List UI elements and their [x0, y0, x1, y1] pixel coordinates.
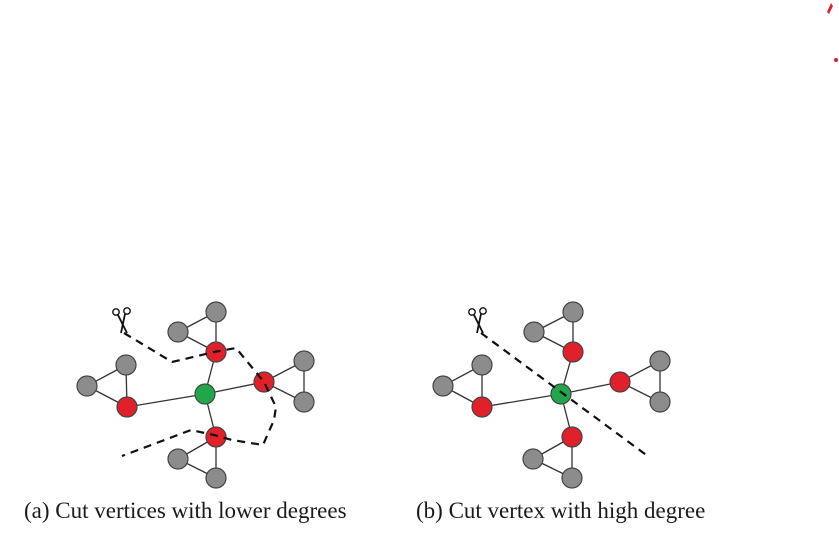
panel-b-cut-path	[480, 332, 650, 458]
caption-a: (a) Cut vertices with lower degrees	[24, 498, 347, 523]
panel-b-node-right-top	[649, 350, 671, 372]
panel-a-node-center-green	[194, 383, 216, 405]
panel-b-node-right-red	[609, 371, 631, 393]
panel-a-node-right-top	[293, 350, 315, 372]
panel-b-node-top-left	[523, 321, 545, 343]
caption-b: (b) Cut vertex with high degree	[416, 498, 706, 523]
panel-b	[432, 301, 671, 489]
panel-b-node-left-top	[471, 354, 493, 376]
panel-a-node-top-left	[167, 321, 189, 343]
panel-a-node-bottom-red	[205, 426, 227, 448]
panel-b-node-top-top	[562, 301, 584, 323]
red-artifact-dot	[834, 58, 838, 62]
panel-a-node-top-top	[205, 301, 227, 323]
panel-a-node-left-left	[76, 375, 98, 397]
panel-b-node-bottom-bottom	[561, 467, 583, 489]
panel-a-node-left-red	[116, 396, 138, 418]
panel-b-node-left-red	[471, 396, 493, 418]
panel-b-node-bottom-left	[522, 448, 544, 470]
panel-a-node-bottom-left	[167, 448, 189, 470]
panel-a-node-bottom-bottom	[205, 467, 227, 489]
panel-a-cut-path	[121, 332, 278, 458]
panel-b-node-left-left	[432, 375, 454, 397]
panel-b-node-right-bottom	[649, 391, 671, 413]
scissors-icon	[468, 307, 487, 334]
panel-a-node-right-bottom	[293, 391, 315, 413]
panel-a	[76, 301, 315, 489]
panel-b-node-top-red	[562, 341, 584, 363]
panel-a-node-left-top	[115, 354, 137, 376]
red-artifact-mark	[827, 3, 833, 14]
scissors-icon	[112, 307, 131, 334]
panel-b-node-center-green	[550, 383, 572, 405]
panel-b-node-bottom-red	[561, 426, 583, 448]
